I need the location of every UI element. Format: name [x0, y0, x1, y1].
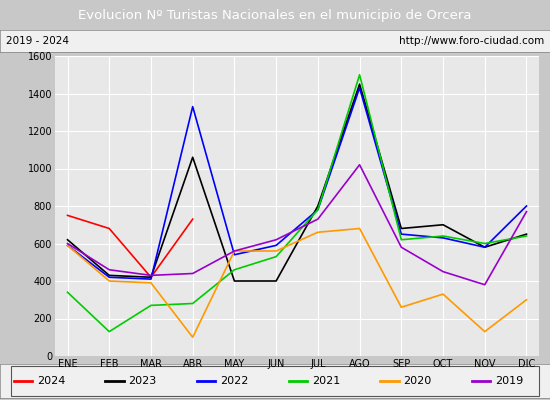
- Text: 2019 - 2024: 2019 - 2024: [6, 36, 69, 46]
- Text: 2021: 2021: [312, 376, 340, 386]
- Text: 2019: 2019: [495, 376, 523, 386]
- Text: Evolucion Nº Turistas Nacionales en el municipio de Orcera: Evolucion Nº Turistas Nacionales en el m…: [78, 8, 472, 22]
- Text: 2023: 2023: [128, 376, 157, 386]
- Text: 2024: 2024: [37, 376, 65, 386]
- Text: 2022: 2022: [220, 376, 249, 386]
- Text: http://www.foro-ciudad.com: http://www.foro-ciudad.com: [399, 36, 544, 46]
- Text: 2020: 2020: [403, 376, 432, 386]
